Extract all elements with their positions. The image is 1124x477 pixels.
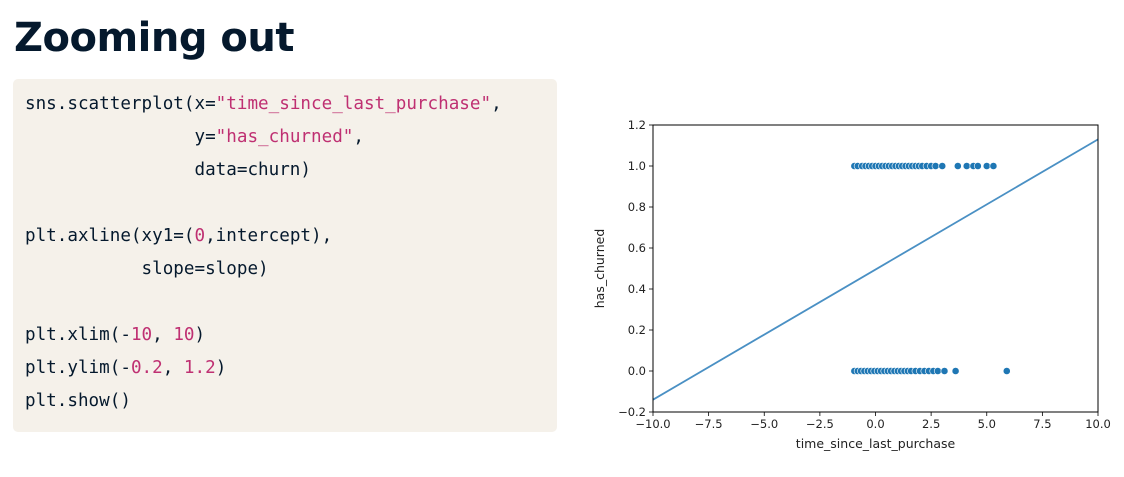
code-token: , [491, 94, 502, 114]
code-token: , [353, 127, 364, 147]
code-number: 10 [173, 325, 195, 345]
y-tick-label: −0.2 [618, 405, 646, 419]
x-tick-label: 5.0 [978, 417, 996, 431]
code-line: slope=slope) [25, 258, 269, 280]
x-tick-label: 2.5 [922, 417, 940, 431]
scatter-chart: −10.0 −7.5 −5.0 −2.5 0.0 2.5 5.0 7.5 10.0 −0.2 0.0… [575, 100, 1124, 470]
x-tick-label: −2.5 [806, 417, 834, 431]
x-tick-label: 7.5 [1033, 417, 1051, 431]
y-tick-label: 0.0 [628, 364, 646, 378]
code-line: sns.scatterplot(x="time_since_last_purch… [25, 93, 502, 115]
code-token: y= [25, 127, 216, 147]
code-token: , [152, 325, 174, 345]
y-tick-label: 0.2 [628, 323, 646, 337]
data-point [953, 162, 962, 170]
code-token: sns.scatterplot(x= [25, 94, 216, 114]
data-point [962, 162, 971, 170]
y-tick-label: 0.8 [628, 200, 646, 214]
code-string: "time_since_last_purchase" [215, 94, 492, 114]
data-point [931, 162, 940, 170]
code-line: plt.show() [25, 390, 131, 412]
code-token: ) [215, 358, 227, 378]
x-tick-label: −5.0 [750, 417, 778, 431]
code-token: slope=slope) [25, 259, 269, 279]
code-token: plt.show() [25, 391, 131, 411]
code-token: ,intercept), [205, 226, 333, 246]
y-tick-label: 1.2 [628, 118, 646, 132]
code-line: data=churn) [25, 159, 311, 181]
y-tick-label: 0.4 [628, 282, 646, 296]
y-tick-label: 1.0 [628, 159, 646, 173]
data-point [940, 367, 949, 375]
code-line: plt.axline(xy1=(0,intercept), [25, 225, 332, 247]
x-tick-label: 0.0 [866, 417, 884, 431]
data-point [989, 162, 998, 170]
code-line: y="has_churned", [25, 126, 364, 148]
data-point [973, 162, 982, 170]
code-number: 0 [194, 226, 206, 246]
plot-frame [652, 124, 1099, 413]
code-string: "has_churned" [215, 127, 354, 147]
x-tick-label: −10.0 [635, 417, 670, 431]
code-token: plt.axline(xy1=( [25, 226, 195, 246]
slide-title: Zooming out [14, 15, 294, 61]
code-token: plt.xlim(- [25, 325, 131, 345]
x-tick-label: −7.5 [695, 417, 723, 431]
data-point [982, 162, 991, 170]
code-line: plt.xlim(-10, 10) [25, 324, 205, 346]
code-block: sns.scatterplot(x="time_since_last_purch… [13, 79, 557, 432]
x-axis-label: time_since_last_purchase [796, 436, 956, 451]
regression-line [653, 138, 1098, 401]
code-token: ) [194, 325, 206, 345]
data-point [938, 162, 947, 170]
data-point [1002, 367, 1011, 375]
x-tick-label: 10.0 [1085, 417, 1111, 431]
code-token: , [162, 358, 184, 378]
code-line: plt.ylim(-0.2, 1.2) [25, 357, 226, 379]
chart-svg: −10.0 −7.5 −5.0 −2.5 0.0 2.5 5.0 7.5 10.0 −0.2 0.0… [592, 118, 1111, 451]
code-token: plt.ylim(- [25, 358, 131, 378]
code-token: data=churn) [25, 160, 311, 180]
y-tick-label: 0.6 [628, 241, 646, 255]
code-number: 0.2 [130, 358, 163, 378]
code-number: 1.2 [183, 358, 216, 378]
data-point [933, 367, 942, 375]
data-point [951, 367, 960, 375]
y-axis-label: has_churned [592, 229, 607, 309]
code-number: 10 [130, 325, 153, 345]
